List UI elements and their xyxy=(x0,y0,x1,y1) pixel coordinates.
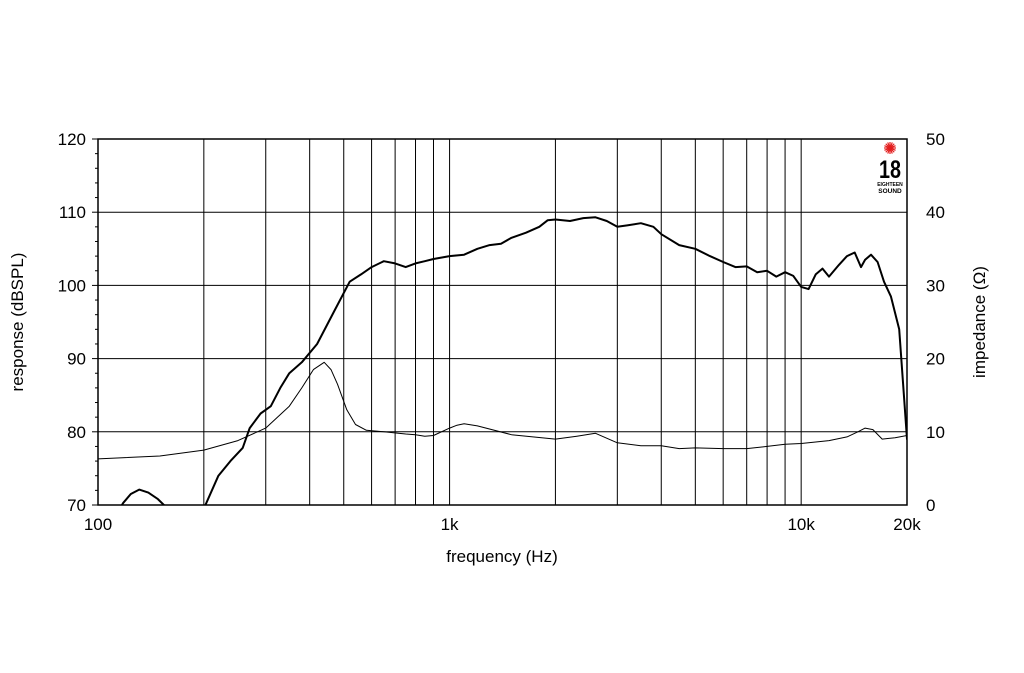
star-ray xyxy=(884,145,896,151)
eighteen-sound-logo: 18 EIGHTEEN SOUND xyxy=(877,142,903,195)
left-tick-label: 70 xyxy=(67,496,86,515)
right-axis-ticks: 0 10 20 30 40 50 xyxy=(926,130,945,515)
logo-line2: SOUND xyxy=(878,188,902,195)
right-tick-label: 30 xyxy=(926,276,945,295)
x-tick-label: 10k xyxy=(787,515,815,534)
x-tick-label: 20k xyxy=(893,515,921,534)
right-tick-label: 40 xyxy=(926,203,945,222)
left-tick-label: 110 xyxy=(59,203,86,222)
x-axis-ticks: 100 1k 10k 20k xyxy=(84,515,921,534)
response-curve xyxy=(120,216,907,505)
grid xyxy=(98,139,907,505)
left-tick-label: 80 xyxy=(67,423,86,442)
plot-frame xyxy=(97,138,908,506)
impedance-curve xyxy=(98,361,907,460)
left-axis-label: response (dBSPL) xyxy=(8,253,27,392)
right-axis-label: impedance (Ω) xyxy=(970,266,989,378)
series-layer xyxy=(98,216,907,505)
x-tick-label: 100 xyxy=(84,515,112,534)
left-tick-label: 100 xyxy=(58,276,86,295)
star-icon xyxy=(884,142,896,154)
x-tick-label: 1k xyxy=(441,515,459,534)
x-axis-label: frequency (Hz) xyxy=(446,547,557,566)
right-tick-label: 20 xyxy=(926,350,945,369)
left-axis-ticks: 70 80 90 100 110 120 xyxy=(58,130,98,515)
right-tick-label: 0 xyxy=(926,496,935,515)
right-tick-label: 10 xyxy=(926,423,945,442)
right-tick-label: 50 xyxy=(926,130,945,149)
left-tick-label: 120 xyxy=(58,130,86,149)
left-tick-label: 90 xyxy=(67,350,86,369)
logo-number: 18 xyxy=(879,156,901,184)
logo-line1: EIGHTEEN xyxy=(877,182,903,188)
